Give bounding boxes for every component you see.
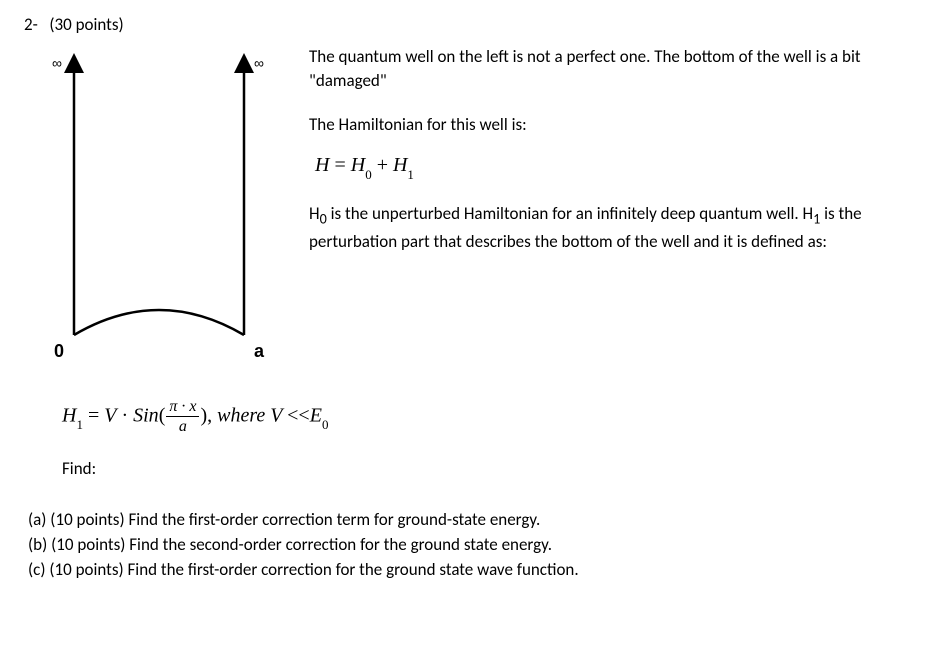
svg-text:0: 0 [54, 341, 64, 361]
subparts-list: (a) (10 points) Find the first-order cor… [28, 509, 902, 580]
hamiltonian-description: H0 is the unperturbed Hamiltonian for an… [309, 202, 902, 253]
part-a: (a) (10 points) Find the first-order cor… [28, 509, 902, 530]
svg-text:a: a [254, 341, 265, 361]
svg-text:∞: ∞ [254, 55, 264, 71]
fraction: π · xa [166, 398, 199, 436]
problem-header: 2- (30 points) [24, 14, 902, 35]
problem-points: (30 points) [49, 14, 123, 35]
hamiltonian-equation: H = H0 + H1 [315, 154, 902, 180]
perturbation-equation: H1 = V · Sin(π · xa), where V <<E0 [62, 398, 902, 436]
find-label: Find: [62, 458, 902, 479]
intro-paragraph-2: The Hamiltonian for this well is: [309, 113, 902, 137]
quantum-well-diagram: ∞ ∞ 0 a [24, 45, 289, 380]
description-column: The quantum well on the left is not a pe… [289, 45, 902, 271]
part-b: (b) (10 points) Find the second-order co… [28, 534, 902, 555]
intro-paragraph-1: The quantum well on the left is not a pe… [309, 45, 902, 93]
problem-number: 2- [24, 14, 38, 35]
part-c: (c) (10 points) Find the first-order cor… [28, 559, 902, 580]
main-row: ∞ ∞ 0 a The quantum well on the left is not… [24, 45, 902, 380]
svg-text:∞: ∞ [52, 55, 62, 71]
